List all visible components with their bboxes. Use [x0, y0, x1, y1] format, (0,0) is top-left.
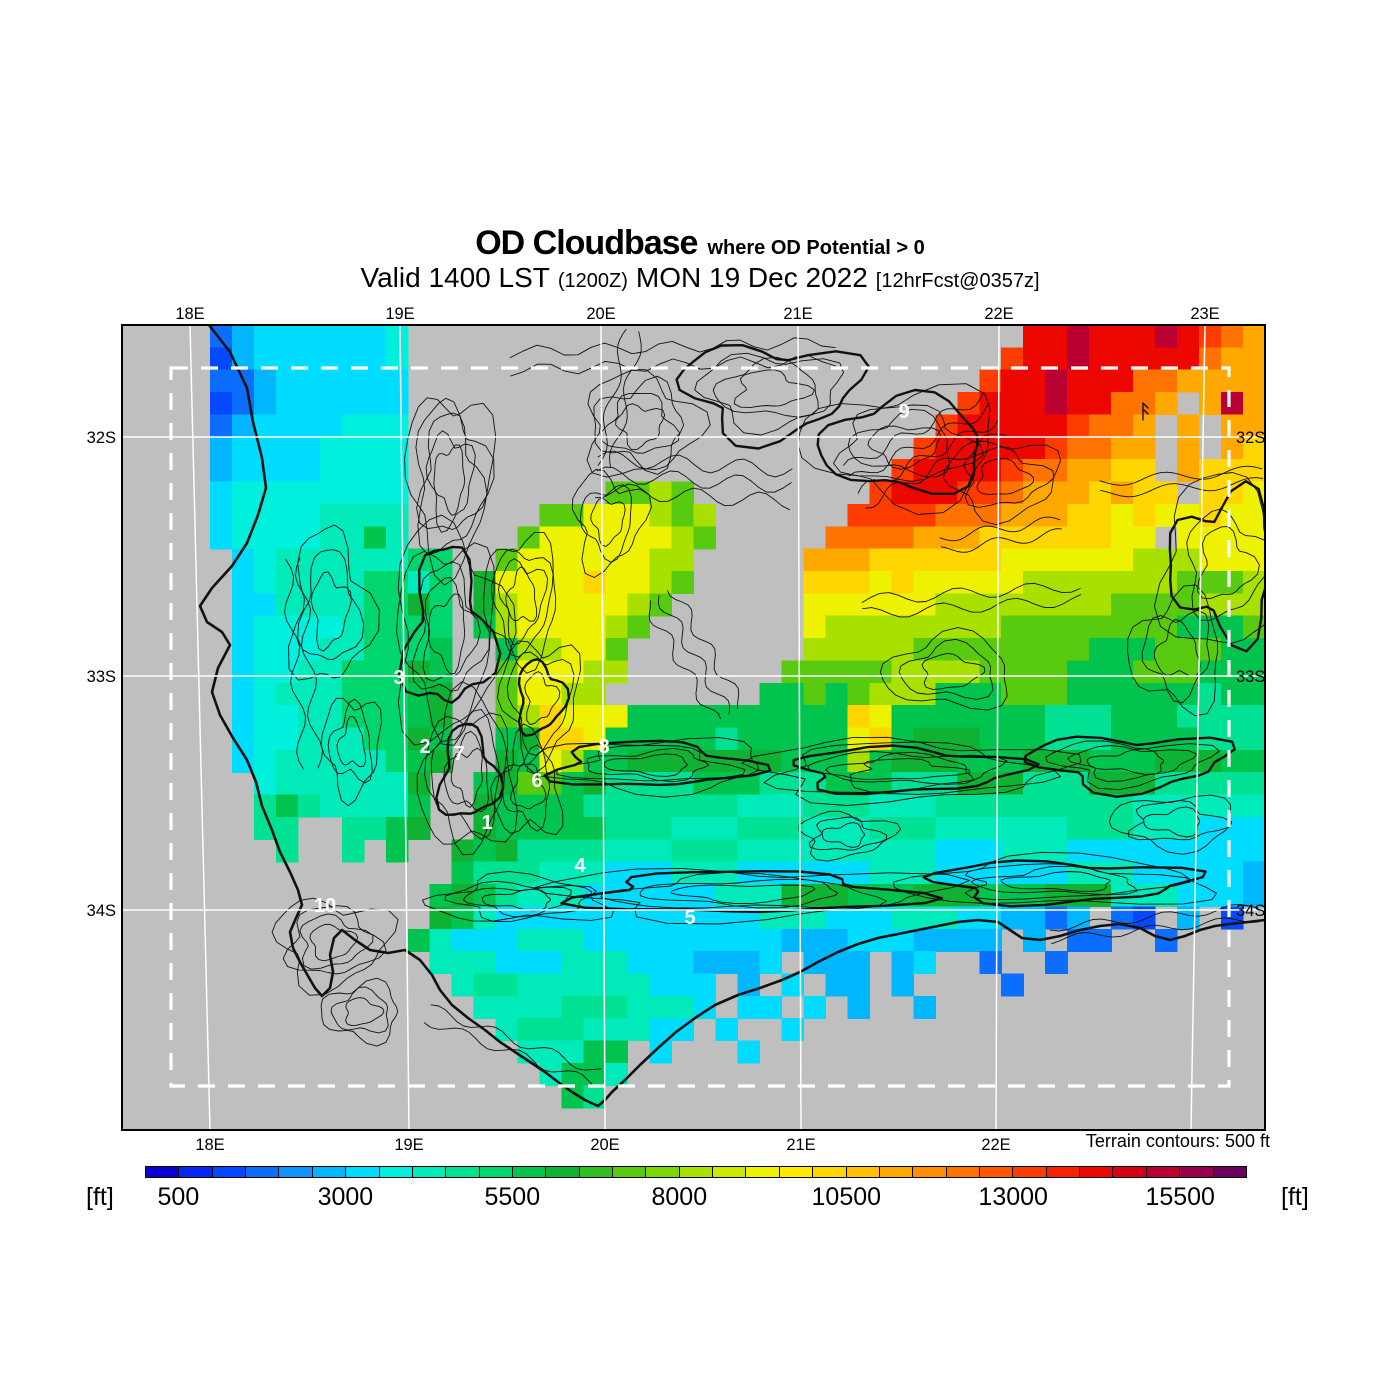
site-label: 10 [314, 895, 336, 917]
colorbar-segment [679, 1167, 714, 1177]
lon-label-top: 23E [1190, 305, 1219, 323]
colorbar-segment [846, 1167, 880, 1177]
forecast-ref-label: [12hrFcst@0357z] [875, 270, 1040, 292]
colorbar-segment [813, 1167, 847, 1177]
title-line-2: Valid 1400 LST (1200Z) MON 19 Dec 2022 [… [0, 264, 1400, 292]
lon-label-bottom: 18E [195, 1136, 224, 1154]
colorbar-segment [613, 1167, 647, 1177]
colorbar-segment [179, 1167, 213, 1177]
lat-label-right: 33S [1236, 668, 1265, 686]
colorbar-segment [446, 1167, 480, 1177]
site-label: 9 [898, 401, 909, 423]
site-label: 4 [574, 855, 586, 877]
lon-label-top: 21E [783, 305, 812, 323]
colorbar-segment [1146, 1167, 1181, 1177]
colorbar-segment [379, 1167, 413, 1177]
chart-title-qualifier: where OD Potential > 0 [707, 237, 925, 259]
colorbar-segment [412, 1167, 447, 1177]
colorbar-segment [1113, 1167, 1147, 1177]
valid-date-label: MON 19 Dec 2022 [635, 262, 868, 293]
site-label: 6 [531, 770, 542, 792]
lon-label-bottom: 20E [590, 1136, 619, 1154]
site-label: 7 [453, 743, 464, 765]
colorbar-segment [746, 1167, 780, 1177]
colorbar-segment [546, 1167, 580, 1177]
lon-label-bottom: 21E [786, 1136, 815, 1154]
colorbar-segment [479, 1167, 513, 1177]
colorbar-tick-label: 8000 [651, 1183, 708, 1211]
lon-label-top: 19E [385, 305, 414, 323]
colorbar-tick-label: 10500 [811, 1183, 882, 1211]
colorbar-tick-label: 15500 [1145, 1183, 1215, 1211]
colorbar-segment [1213, 1167, 1246, 1177]
colorbar-segment [979, 1167, 1014, 1177]
colorbar-gradient [145, 1166, 1247, 1178]
colorbar-segment [212, 1167, 247, 1177]
lon-label-top: 22E [984, 305, 1013, 323]
lon-label-bottom: 22E [981, 1136, 1010, 1154]
colorbar-segment [646, 1167, 680, 1177]
title-block: OD Cloudbase where OD Potential > 0 Vali… [0, 226, 1400, 292]
colorbar-tick-label: 5500 [484, 1183, 541, 1211]
colorbar-tick-label: 500 [157, 1183, 200, 1211]
lon-label-top: 20E [586, 305, 615, 323]
site-label: 3 [393, 667, 404, 689]
lat-label-left: 32S [87, 429, 116, 447]
colorbar-segment [146, 1167, 180, 1177]
colorbar-segment [879, 1167, 914, 1177]
site-label: 2 [419, 736, 430, 758]
colorbar-segment [713, 1167, 747, 1177]
lon-label-top: 18E [175, 305, 204, 323]
colorbar-tick-label: 13000 [978, 1183, 1048, 1211]
site-label: 8 [598, 736, 609, 758]
colorbar-segment [1180, 1167, 1214, 1177]
site-label: 1 [481, 812, 492, 834]
valid-time-label: Valid 1400 LST [360, 262, 550, 293]
terrain-contours-note: Terrain contours: 500 ft [1085, 1131, 1270, 1151]
colorbar-segment [312, 1167, 347, 1177]
colorbar-unit-right: [ft] [1281, 1183, 1309, 1211]
title-line-1: OD Cloudbase where OD Potential > 0 [0, 226, 1400, 260]
lat-label-left: 34S [87, 902, 116, 920]
colorbar-unit-left: [ft] [86, 1183, 114, 1211]
colorbar-segment [512, 1167, 547, 1177]
colorbar-segment [779, 1167, 814, 1177]
lat-label-right: 32S [1236, 429, 1265, 447]
colorbar-segment [246, 1167, 280, 1177]
site-label: 5 [684, 907, 695, 929]
colorbar-segment [346, 1167, 380, 1177]
colorbar-segment [946, 1167, 980, 1177]
lat-label-left: 33S [87, 668, 116, 686]
colorbar-segment [1013, 1167, 1047, 1177]
lat-label-right: 34S [1236, 902, 1265, 920]
colorbar-segment [1080, 1167, 1114, 1177]
colorbar-segment [579, 1167, 614, 1177]
lon-label-bottom: 19E [394, 1136, 423, 1154]
valid-zulu-label: (1200Z) [557, 270, 628, 292]
colorbar-tick-label: 3000 [317, 1183, 374, 1211]
chart-title: OD Cloudbase [475, 224, 698, 262]
colorbar-segment [1046, 1167, 1081, 1177]
colorbar-segment [913, 1167, 947, 1177]
colorbar-segment [279, 1167, 313, 1177]
